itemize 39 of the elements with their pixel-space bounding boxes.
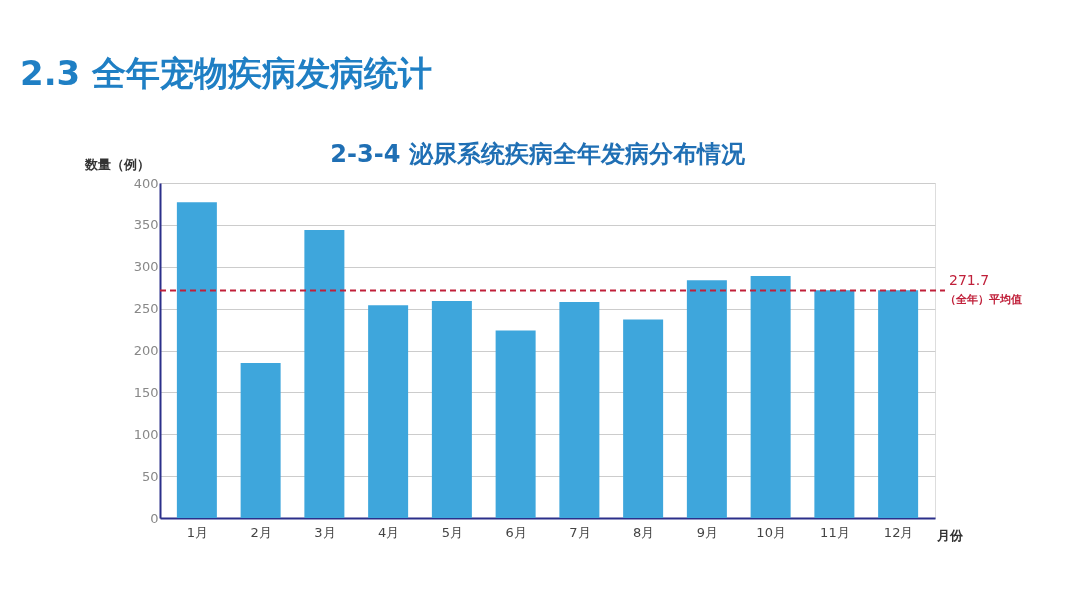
bar	[686, 280, 727, 518]
text: 271.7	[949, 272, 990, 289]
y-axis-title: 数量（例）	[84, 157, 150, 172]
bar	[495, 330, 536, 518]
bar	[304, 229, 345, 518]
chart-subtitle: 2-3-4 泌尿系统疾病全年发病分布情况	[330, 140, 746, 168]
y-tick-label: 50	[141, 468, 159, 484]
x-tick-label: 3月	[314, 524, 336, 540]
bar	[878, 290, 919, 518]
y-tick-label: 350	[133, 217, 159, 233]
x-tick-label: 6月	[505, 524, 527, 540]
x-tick-label: 11月	[820, 524, 850, 540]
y-tick-label: 100	[133, 426, 159, 442]
y-tick-label: 250	[133, 301, 159, 317]
x-tick-label: 2月	[250, 524, 272, 540]
bar	[240, 363, 281, 518]
bar	[559, 301, 600, 518]
bar	[176, 202, 217, 518]
y-tick-label: 0	[150, 510, 159, 526]
x-tick-label: 5月	[441, 524, 464, 540]
x-tick-label: 7月	[569, 524, 591, 540]
y-tick-label: 300	[133, 259, 159, 275]
chart-title: 2.3 全年宠物疾病发病统计	[20, 53, 433, 93]
bar	[368, 305, 409, 518]
bar	[431, 301, 472, 518]
bar	[814, 290, 855, 518]
y-tick-label: 200	[133, 343, 159, 358]
x-tick-label: 12月	[883, 524, 914, 540]
bar	[750, 275, 791, 518]
bar	[623, 319, 664, 518]
y-tick-label: 400	[133, 175, 159, 191]
x-tick-label: 4月	[377, 524, 400, 540]
x-tick-label: 1月	[186, 524, 209, 540]
x-tick-label: 10月	[756, 524, 786, 540]
x-tick-label: 9月	[696, 524, 719, 540]
x-tick-label: 8月	[632, 524, 655, 540]
y-tick-label: 150	[133, 384, 159, 400]
ref-line-label: （全年）平均值	[945, 293, 1022, 307]
x-axis-title: 月份	[936, 528, 964, 543]
